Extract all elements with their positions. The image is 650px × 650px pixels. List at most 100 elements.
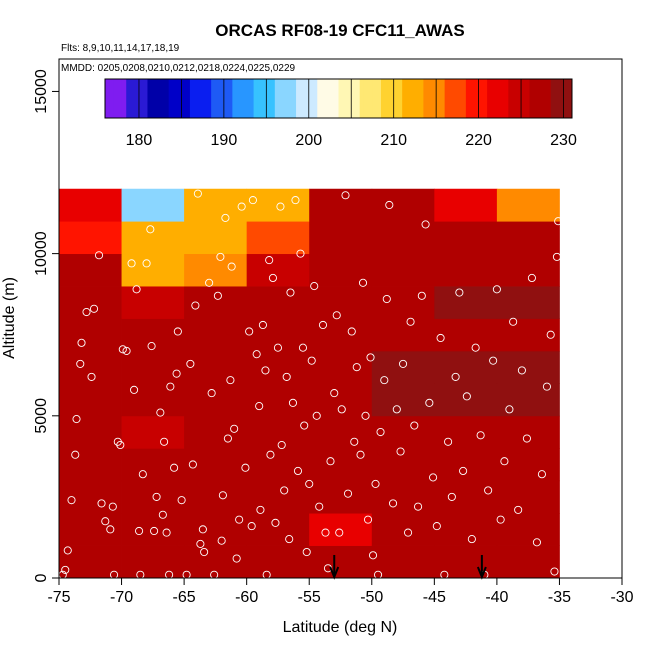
y-tick-label: 10000 — [33, 231, 50, 276]
sample-point — [241, 463, 250, 472]
x-tick-label: -35 — [548, 589, 571, 606]
heatmap-cell — [309, 448, 373, 482]
sample-point — [296, 249, 305, 258]
sample-point — [227, 262, 236, 271]
sample-point — [118, 345, 127, 354]
colorbar-segment — [402, 79, 407, 118]
heatmap-cell — [309, 253, 373, 287]
sample-point — [505, 405, 514, 414]
y-tick-label: 0 — [33, 573, 50, 582]
colorbar-segment — [393, 79, 399, 118]
colorbar-tick-label: 200 — [295, 132, 322, 149]
colorbar-segment — [283, 79, 289, 118]
sample-point — [286, 288, 295, 297]
sample-point — [276, 202, 285, 211]
sample-point — [106, 525, 115, 534]
y-tick-label: 15000 — [33, 69, 50, 114]
sample-point — [235, 515, 244, 524]
sample-point — [298, 343, 308, 352]
heatmap-cells — [59, 188, 560, 579]
sample-point — [341, 191, 350, 200]
colorbar-segment — [130, 79, 136, 118]
sample-point — [335, 528, 344, 537]
sample-point — [207, 389, 216, 398]
sample-point — [226, 376, 235, 385]
heatmap-cell — [184, 448, 248, 482]
colorbar-segment — [143, 79, 148, 118]
heatmap-cell — [496, 188, 560, 222]
sample-point — [61, 565, 70, 574]
colorbar-segment — [512, 79, 518, 118]
heatmap-cell — [434, 286, 498, 319]
colorbar-segment — [448, 79, 454, 118]
sample-point — [216, 252, 225, 261]
sample-point — [158, 510, 167, 519]
sample-point — [436, 333, 445, 343]
sample-point — [247, 522, 256, 531]
colorbar-segment — [236, 79, 242, 118]
colorbar-segment — [126, 79, 131, 118]
heatmap-cell — [121, 318, 185, 352]
colorbar-segment — [397, 79, 403, 118]
colorbar-segment — [291, 79, 297, 118]
colorbar-tick-label: 230 — [550, 132, 577, 149]
heatmap-cell — [496, 286, 560, 319]
sample-point — [517, 366, 526, 375]
sample-point — [186, 359, 195, 368]
colorbar-segment — [346, 79, 352, 118]
colorbar-segment — [482, 79, 488, 118]
sample-point — [414, 502, 423, 511]
sample-point — [293, 466, 303, 476]
colorbar-segment — [274, 79, 280, 118]
heatmap-cell — [59, 286, 122, 319]
sample-point — [318, 320, 328, 330]
heatmap-cell — [434, 318, 498, 352]
colorbar-segment — [202, 79, 208, 118]
colorbar-segment — [410, 79, 416, 118]
colorbar-segment — [151, 79, 157, 118]
heatmap-cell — [434, 448, 498, 482]
colorbar-segment — [138, 79, 144, 118]
colorbar-segment — [533, 79, 539, 118]
heatmap-cell — [496, 545, 560, 579]
sample-point — [173, 327, 182, 336]
heatmap-cell — [184, 513, 248, 546]
heatmap-cell — [121, 513, 185, 546]
colorbar-segment — [109, 79, 114, 118]
sample-point — [213, 291, 222, 300]
heatmap-cell — [59, 318, 122, 352]
sample-point — [291, 196, 300, 205]
sample-point — [368, 551, 378, 560]
sample-point — [94, 251, 104, 260]
sample-point — [150, 526, 159, 536]
colorbar-segment — [160, 79, 165, 118]
heatmap-cell — [434, 350, 498, 384]
heatmap-cell — [434, 221, 498, 255]
heatmap-cell — [59, 350, 122, 384]
sample-point — [363, 515, 373, 524]
heatmap-cell — [309, 286, 373, 319]
heatmap-cell — [309, 383, 373, 417]
sample-point — [63, 546, 72, 555]
colorbar-segment — [296, 79, 301, 118]
colorbar-segment — [529, 79, 535, 118]
plot-frame — [58, 58, 623, 579]
sample-point — [496, 515, 505, 524]
colorbar-segment — [249, 79, 255, 118]
heatmap-cell — [121, 448, 185, 482]
colorbar-segment — [351, 79, 356, 118]
sample-point — [332, 311, 341, 320]
heatmap-cell — [371, 383, 435, 417]
heatmap-cell — [309, 318, 373, 352]
colorbar-segment — [385, 79, 390, 118]
colorbar-segment — [105, 79, 110, 118]
heatmap-cell — [371, 253, 435, 287]
colorbar-segment — [177, 79, 182, 118]
colorbar-segment — [453, 79, 458, 118]
colorbar-segment — [223, 79, 229, 118]
sample-point — [410, 421, 419, 430]
colorbar-segment — [478, 79, 484, 118]
heatmap-cell — [59, 383, 122, 417]
sample-point — [356, 450, 365, 459]
colorbar-segment — [164, 79, 170, 118]
